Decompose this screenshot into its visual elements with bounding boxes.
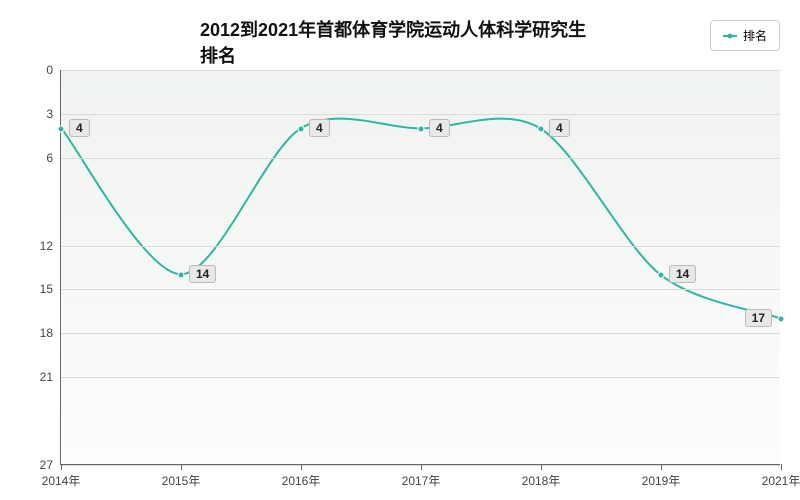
x-tick-label: 2014年 <box>42 464 81 489</box>
data-label: 14 <box>669 265 696 283</box>
y-tick-label: 18 <box>40 326 61 340</box>
y-tick-label: 6 <box>46 151 61 165</box>
data-label: 4 <box>429 119 450 137</box>
data-marker <box>418 125 425 132</box>
legend-label: 排名 <box>743 27 767 44</box>
data-label: 17 <box>745 309 772 327</box>
data-marker <box>538 125 545 132</box>
y-tick-label: 21 <box>40 370 61 384</box>
legend-swatch <box>723 35 737 37</box>
data-marker <box>658 271 665 278</box>
x-tick-label: 2017年 <box>402 464 441 489</box>
plot-area: 03612151821272014年2015年2016年2017年2018年20… <box>60 70 780 465</box>
gridline <box>61 246 780 247</box>
data-label: 14 <box>189 265 216 283</box>
data-marker <box>778 315 785 322</box>
x-tick-label: 2021年 <box>762 464 800 489</box>
series-line <box>61 119 779 318</box>
x-tick-label: 2018年 <box>522 464 561 489</box>
gridline <box>61 289 780 290</box>
data-marker <box>58 125 65 132</box>
x-tick-label: 2015年 <box>162 464 201 489</box>
gridline <box>61 70 780 71</box>
y-tick-label: 12 <box>40 239 61 253</box>
gridline <box>61 377 780 378</box>
data-label: 4 <box>69 119 90 137</box>
gridline <box>61 158 780 159</box>
y-tick-label: 15 <box>40 282 61 296</box>
legend: 排名 <box>710 20 780 51</box>
y-tick-label: 0 <box>46 63 61 77</box>
data-label: 4 <box>549 119 570 137</box>
chart-title: 2012到2021年首都体育学院运动人体科学研究生排名 <box>200 16 600 68</box>
chart-container: 2012到2021年首都体育学院运动人体科学研究生排名 排名 036121518… <box>0 0 800 500</box>
y-tick-label: 3 <box>46 107 61 121</box>
data-label: 4 <box>309 119 330 137</box>
x-tick-label: 2016年 <box>282 464 321 489</box>
data-marker <box>178 271 185 278</box>
gridline <box>61 114 780 115</box>
data-marker <box>298 125 305 132</box>
x-tick-label: 2019年 <box>642 464 681 489</box>
gridline <box>61 333 780 334</box>
